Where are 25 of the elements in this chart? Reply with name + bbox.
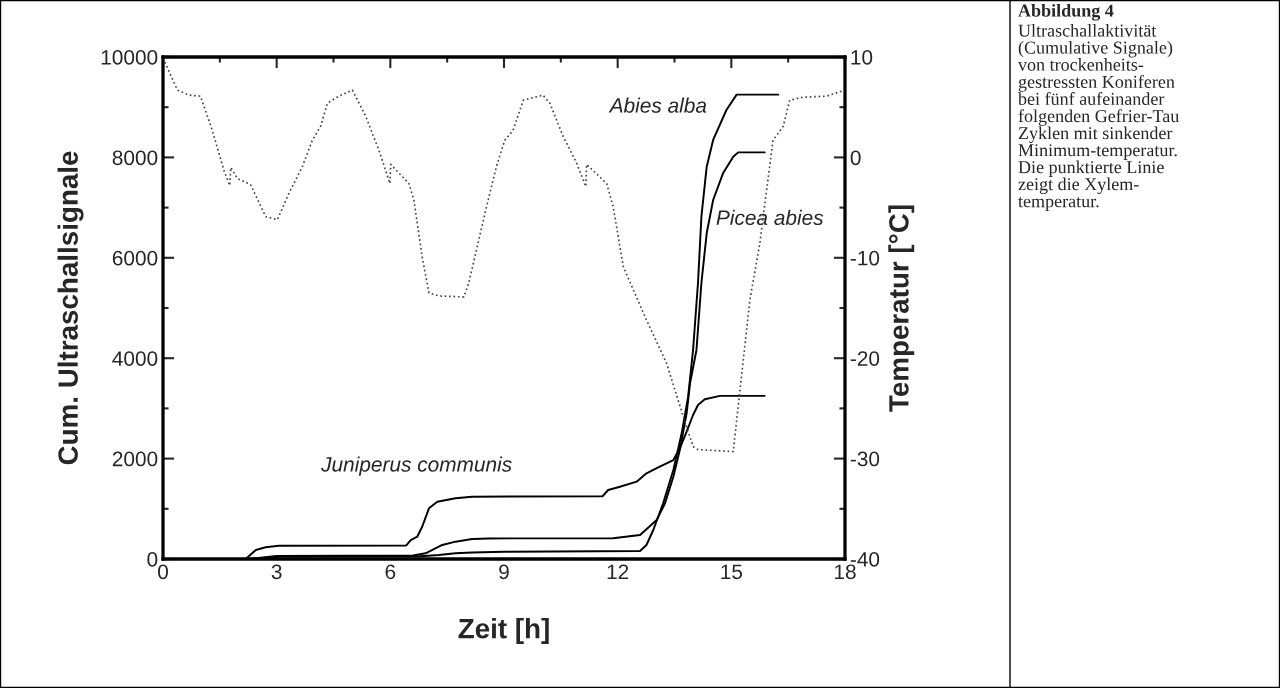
y2-tick-label: -20 (850, 351, 880, 366)
x-tick-label: 3 (271, 564, 282, 580)
y2-tick-label: 0 (850, 150, 861, 166)
y2-tick-label: 10 (851, 50, 873, 65)
series-label: Juniperus communis (321, 456, 512, 476)
y-tick-label: 10000 (101, 50, 158, 65)
x-tick-label: 9 (499, 564, 509, 580)
y2-axis-title: Temperatur [°C] (888, 205, 915, 412)
y-tick-label: 4000 (112, 351, 158, 366)
y-tick-label: 8000 (112, 150, 158, 166)
text: Abbildung 4 (1018, 4, 1114, 21)
y-tick-label: 6000 (112, 250, 158, 266)
x-tick-label: 0 (158, 564, 168, 580)
y-tick-label: 0 (147, 552, 158, 567)
y2-tick-label: -10 (850, 250, 880, 266)
x-tick-label: 15 (721, 564, 743, 580)
y-axis-title: Cum. Ultraschallsignale (57, 151, 84, 465)
y2-tick-label: -30 (850, 451, 880, 467)
y-tick-label: 2000 (112, 451, 158, 467)
text: Ultraschallaktivität (Cumulative Signale) von trockenheits- gestressten Koniferen bei fünf aufeinander folgenden Gefrier-Tau Zyklen mit sinkender Minimum-temperatur. Die punktierte Linie zeigt die Xylem- temperatur. (1018, 24, 1179, 212)
series-label: Abies alba (608, 97, 707, 113)
x-axis-title: Zeit [h] (458, 618, 549, 644)
series-label: Picea abies (716, 209, 824, 226)
x-tick-label: 6 (385, 564, 396, 580)
x-tick-label: 12 (607, 564, 629, 579)
